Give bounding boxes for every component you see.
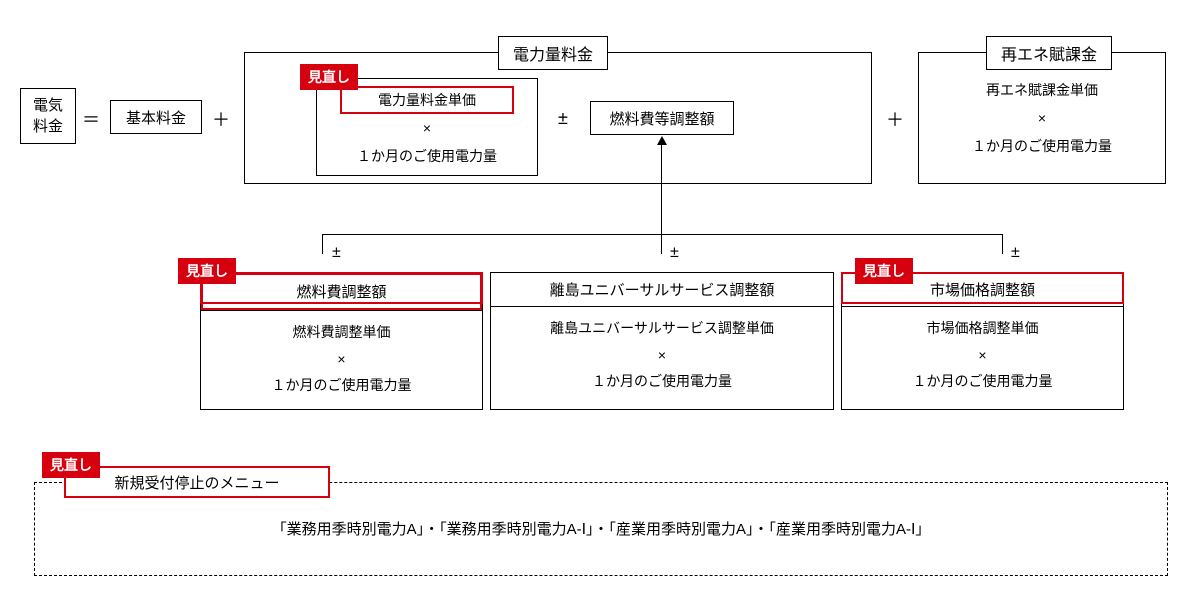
- result-label: 電気 料金: [33, 95, 63, 137]
- badge-subcol-1: 見直し: [178, 258, 236, 284]
- group3-header: 再エネ賦課金: [986, 36, 1112, 70]
- subcol-3: 市場価格調整額 市場価格調整単価 × １か月のご使用電力量: [841, 272, 1124, 410]
- term1-label: 基本料金: [126, 107, 186, 128]
- subcol-1-title-wrap: 燃料費調整額: [201, 273, 482, 310]
- connector-v: [661, 144, 662, 234]
- term1-box: 基本料金: [110, 100, 202, 134]
- subcol-2-line2: １か月のご使用電力量: [592, 373, 732, 389]
- subcol-2-title: 離島ユニバーサルサービス調整額: [550, 282, 775, 299]
- group2-left-box: 電力量料金単価 × １か月のご使用電力量: [316, 78, 538, 176]
- subcol-1-title: 燃料費調整額: [296, 284, 386, 301]
- connector-drop-1: [322, 234, 323, 254]
- op-plus-2: ＋: [886, 106, 904, 132]
- group2-right-box: 燃料費等調整額: [590, 101, 734, 135]
- subcol-2-line1: 離島ユニバーサルサービス調整単価: [550, 320, 774, 336]
- op-plus-1: ＋: [212, 106, 230, 132]
- bottom-items: 「業務用季時別電力A」・「業務用季時別電力A-Ⅰ」・「産業用季時別電力A」・「産…: [34, 518, 1168, 539]
- badge-group2-left: 見直し: [300, 64, 358, 90]
- arrow-up-icon: [657, 136, 667, 145]
- group3-container: 再エネ賦課金単価 × １か月のご使用電力量: [918, 52, 1166, 184]
- group3-line1: 再エネ賦課金単価: [986, 76, 1098, 104]
- subcol-3-line2: １か月のご使用電力量: [913, 373, 1053, 389]
- subcol-3-title: 市場価格調整額: [930, 282, 1035, 299]
- subcol-1-line1: 燃料費調整単価: [293, 324, 391, 340]
- op-pm-2: ±: [670, 244, 679, 262]
- group3-times: ×: [1038, 104, 1046, 132]
- subcol-2-body: 離島ユニバーサルサービス調整単価 × １か月のご使用電力量: [491, 306, 833, 403]
- group3-line2: １か月のご使用電力量: [972, 132, 1112, 160]
- subcol-3-line1: 市場価格調整単価: [927, 320, 1039, 336]
- subcol-1-body: 燃料費調整単価 × １か月のご使用電力量: [201, 310, 482, 407]
- subcol-3-body: 市場価格調整単価 × １か月のご使用電力量: [842, 306, 1123, 403]
- subcol-1-line2: １か月のご使用電力量: [272, 377, 412, 393]
- subcol-1: 燃料費調整額 燃料費調整単価 × １か月のご使用電力量: [200, 272, 483, 410]
- bottom-header-label: 新規受付停止のメニュー: [114, 472, 279, 493]
- group2-left-highlight-label: 電力量料金単価: [378, 86, 476, 114]
- subcol-2: 離島ユニバーサルサービス調整額 離島ユニバーサルサービス調整単価 × １か月のご…: [490, 272, 834, 410]
- badge-bottom: 見直し: [42, 452, 100, 478]
- connector-drop-2: [661, 234, 662, 254]
- group2-right-label: 燃料費等調整額: [609, 108, 714, 129]
- bottom-header-box: 新規受付停止のメニュー: [64, 466, 330, 498]
- group2-left-line2: １か月のご使用電力量: [357, 142, 497, 170]
- connector-h: [322, 234, 1003, 235]
- bottom-items-text: 「業務用季時別電力A」・「業務用季時別電力A-Ⅰ」・「産業用季時別電力A」・「産…: [272, 521, 931, 538]
- subcol-2-times: ×: [658, 347, 666, 363]
- op-pm-top: ±: [558, 108, 568, 129]
- subcol-1-times: ×: [337, 351, 345, 367]
- subcol-3-times: ×: [978, 347, 986, 363]
- op-pm-3: ±: [1011, 244, 1020, 262]
- subcol-2-title-wrap: 離島ユニバーサルサービス調整額: [491, 273, 833, 306]
- group2-left-highlight: 電力量料金単価: [340, 86, 514, 114]
- result-box: 電気 料金: [20, 88, 76, 144]
- group2-header: 電力量料金: [498, 36, 608, 70]
- badge-subcol-3: 見直し: [855, 258, 913, 284]
- group2-left-times: ×: [423, 114, 431, 142]
- op-pm-1: ±: [332, 244, 341, 262]
- op-equals: ＝: [82, 106, 100, 132]
- connector-drop-3: [1002, 234, 1003, 254]
